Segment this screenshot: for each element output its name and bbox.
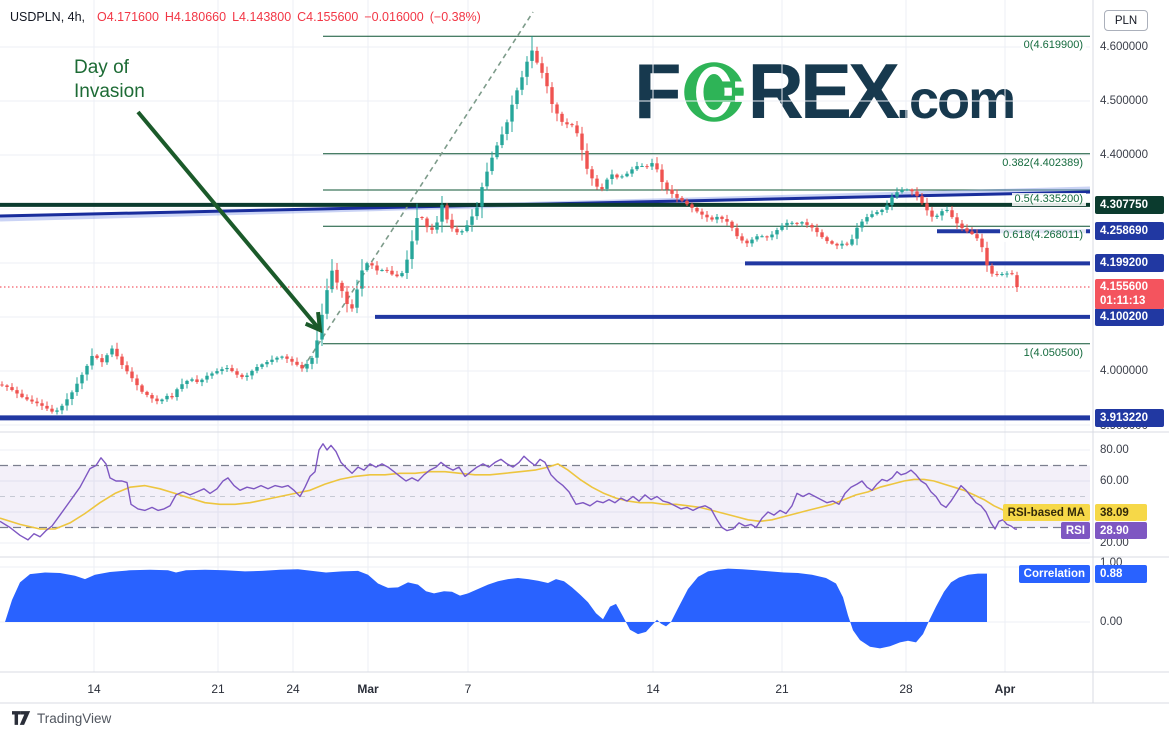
- rsi-tag: RSI: [1060, 522, 1090, 539]
- tradingview-logo-icon: [12, 711, 31, 725]
- rsi-band: [0, 464, 1090, 529]
- candlestick-series[interactable]: [0, 36, 1019, 415]
- forex-o-icon: [683, 62, 745, 122]
- correlation-tag: Correlation: [1018, 565, 1090, 583]
- tradingview-attribution[interactable]: TradingView: [12, 710, 111, 726]
- rsi-ma-tag: RSI-based MA: [1002, 504, 1090, 521]
- correlation-area: [5, 568, 987, 649]
- forex-watermark: F REX.com: [634, 46, 1016, 137]
- correlation-value: 0.88: [1095, 565, 1147, 583]
- last-price-value: 4.155600: [1100, 281, 1148, 293]
- tradingview-logo-text: TradingView: [37, 710, 112, 726]
- ohlc-values: O4.171600 H4.180660 L4.143800 C4.155600 −0.0…: [97, 10, 487, 24]
- low-value: L4.143800: [232, 10, 292, 24]
- change-value: −0.016000: [364, 10, 424, 24]
- change-pct-value: (−0.38%): [429, 10, 481, 24]
- day-of-invasion-annotation[interactable]: Day of Invasion: [74, 56, 145, 104]
- rsi-ma-line: [0, 463, 1018, 530]
- invasion-arrow[interactable]: [136, 110, 323, 334]
- symbol-legend[interactable]: USDPLN, 4h, O4.171600 H4.180660 L4.143800 C4…: [10, 10, 487, 24]
- watermark-text-f: F: [634, 47, 682, 135]
- rsi-value: 28.90: [1095, 522, 1147, 539]
- gridlines: [0, 0, 1090, 672]
- dashed-trendline[interactable]: [302, 11, 534, 369]
- annotation-line-1: Day of: [74, 57, 129, 78]
- open-value: O4.171600: [97, 10, 159, 24]
- bar-countdown: 01:11:13: [1100, 295, 1146, 307]
- currency-unit-badge[interactable]: PLN: [1104, 10, 1148, 31]
- pane-separators[interactable]: [0, 0, 1169, 704]
- last-price-label[interactable]: 4.155600 01:11:13: [1095, 279, 1164, 309]
- high-value: H4.180660: [164, 10, 227, 24]
- watermark-text-rex: REX: [747, 47, 900, 135]
- rsi-ma-value: 38.09: [1095, 504, 1147, 521]
- rsi-line: [0, 443, 1018, 541]
- close-value: C4.155600: [297, 10, 359, 24]
- symbol-title[interactable]: USDPLN, 4h,: [10, 10, 86, 24]
- watermark-text-tld: .com: [896, 70, 1016, 130]
- price-level-lines[interactable]: [0, 202, 1090, 421]
- annotation-line-2: Invasion: [74, 81, 145, 102]
